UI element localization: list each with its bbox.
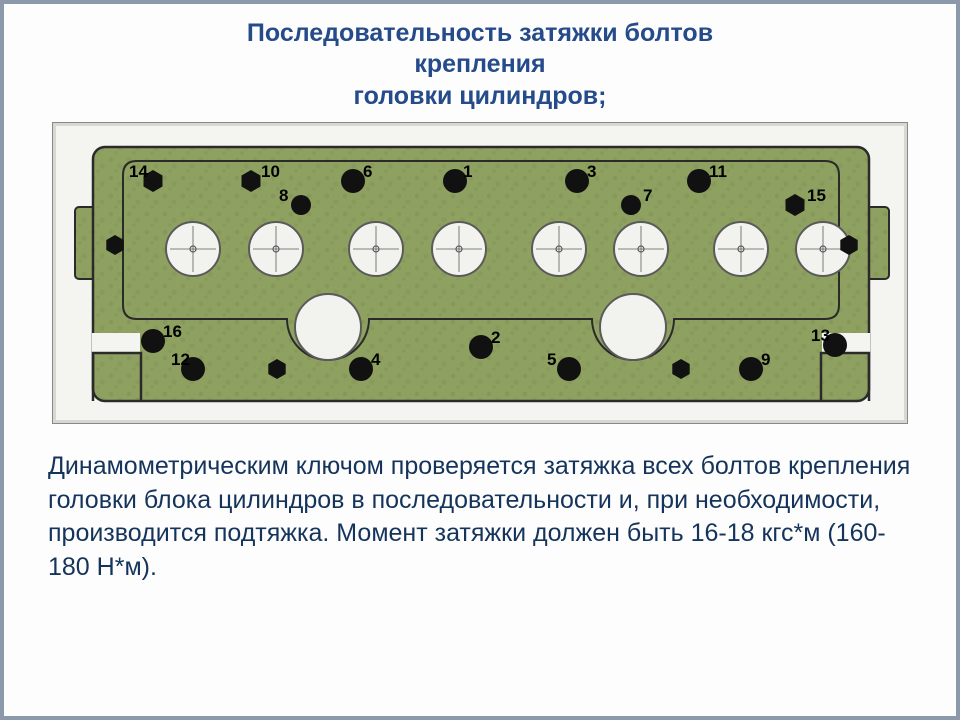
svg-text:9: 9 [761, 350, 770, 369]
svg-text:1: 1 [463, 162, 472, 181]
title-line-2: крепления [72, 49, 888, 80]
slide-title: Последовательность затяжки болтов крепле… [12, 12, 948, 116]
svg-text:14: 14 [129, 162, 148, 181]
svg-text:7: 7 [643, 186, 652, 205]
description-text: Динамометрическим ключом проверяется зат… [12, 424, 948, 585]
engine-svg: 12345678910111213141516 [71, 137, 891, 411]
svg-text:8: 8 [279, 186, 288, 205]
svg-text:12: 12 [171, 350, 190, 369]
title-line-1: Последовательность затяжки болтов [72, 18, 888, 49]
svg-text:6: 6 [363, 162, 372, 181]
svg-text:13: 13 [811, 326, 830, 345]
engine-diagram: 12345678910111213141516 [52, 122, 908, 424]
svg-text:15: 15 [807, 186, 826, 205]
svg-text:16: 16 [163, 322, 182, 341]
svg-text:3: 3 [587, 162, 596, 181]
svg-text:2: 2 [491, 328, 500, 347]
svg-text:10: 10 [261, 162, 280, 181]
svg-text:5: 5 [547, 350, 556, 369]
slide: Последовательность затяжки болтов крепле… [12, 12, 948, 708]
svg-text:11: 11 [709, 162, 727, 181]
title-line-3: головки цилиндров; [72, 81, 888, 112]
svg-text:4: 4 [371, 350, 381, 369]
